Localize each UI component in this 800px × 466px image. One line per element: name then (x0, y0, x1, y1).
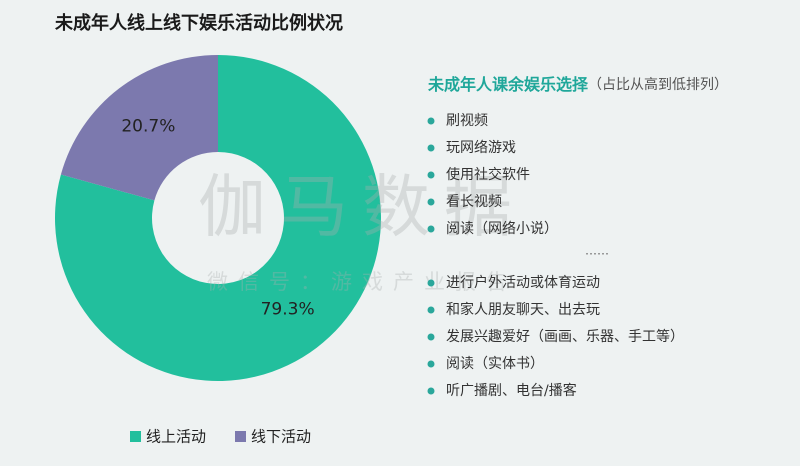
pie-slice (60, 55, 218, 201)
panel-item: 和家人朋友聊天、出去玩 (446, 301, 600, 318)
panel-subtitle: （占比从高到低排列） (588, 76, 728, 93)
bullet (427, 333, 435, 341)
watermark-brand: 伽马数据 (198, 169, 526, 248)
bullet (427, 306, 435, 314)
pie-slice (54, 55, 381, 382)
legend-swatch (130, 431, 141, 442)
panel-item: 进行户外活动或体育运动 (446, 274, 600, 291)
legend-label: 线上活动 (146, 428, 206, 446)
panel-title: 未成年人课余娱乐选择（占比从高到低排列） (427, 75, 728, 94)
panel-item: 刷视频 (446, 113, 488, 129)
panel-title-main: 未成年人课余娱乐选择 (427, 75, 589, 94)
panel-item: 发展兴趣爱好（画画、乐器、手工等） (446, 328, 684, 345)
watermark-account: 微信号：游戏产业报告 (207, 270, 517, 294)
panel-item: 玩网络游戏 (446, 140, 516, 156)
slice-label: 20.7% (121, 116, 175, 136)
legend-label: 线下活动 (251, 428, 311, 446)
bullet (427, 225, 435, 233)
panel-item: 阅读（网络小说） (446, 220, 558, 237)
bullet (427, 198, 435, 206)
slice-label: 79.3% (261, 300, 315, 320)
chart-title: 未成年人线上线下娱乐活动比例状况 (55, 12, 343, 34)
bullet (427, 360, 435, 368)
bullet (427, 117, 435, 125)
panel-item: 看长视频 (446, 194, 502, 210)
panel-item: 使用社交软件 (446, 166, 530, 183)
panel-ellipsis: …… (585, 244, 609, 258)
panel-item: 阅读（实体书） (446, 355, 544, 372)
bullet (427, 144, 435, 152)
bullet (427, 279, 435, 287)
legend-swatch (235, 431, 246, 442)
panel-item: 听广播剧、电台/播客 (446, 382, 577, 399)
bullet (427, 171, 435, 179)
bullet (427, 387, 435, 395)
